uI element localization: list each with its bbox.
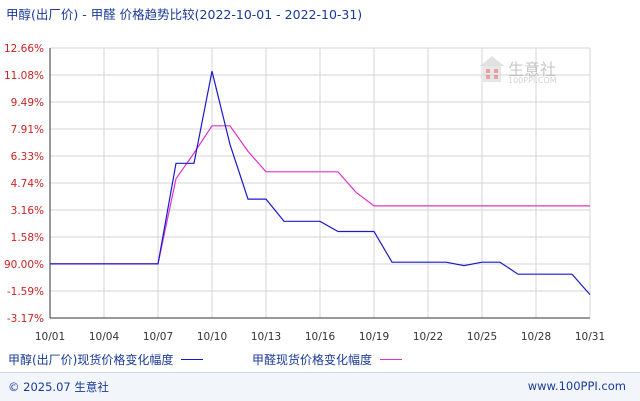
x-axis-tick-labels: 10/01 10/04 10/07 10/10 10/13 10/16 10/19 10/22… [35, 331, 605, 343]
series-lines [50, 71, 591, 295]
y-tick-label: 1.58% [11, 232, 44, 244]
y-tick-label: -1.59% [7, 286, 44, 298]
x-tick-label: 10/28 [521, 331, 551, 343]
y-tick-label: 3.16% [11, 205, 44, 217]
footer-bar: © 2025.07 生意社 www.100PPI.com [0, 372, 640, 401]
legend-label-methanol: 甲醇(出厂价)现货价格变化幅度 [8, 353, 174, 367]
x-tick-label: 10/04 [89, 331, 120, 343]
watermark-logo: 生意社 100PPI.COM [478, 54, 578, 94]
x-tick-label: 10/13 [251, 331, 281, 343]
watermark-sub: 100PPI.COM [508, 76, 557, 85]
x-tick-label: 10/31 [575, 331, 605, 343]
house-icon [480, 56, 504, 82]
y-tick-label: 90.00% [4, 259, 44, 271]
y-tick-label: -3.17% [7, 313, 44, 325]
price-change-chart: 12.66% 11.08% 9.49% 7.91% 6.33% 4.74% 3.16% 1.5… [4, 43, 605, 343]
legend-swatch-methanol [181, 359, 204, 360]
footer-copyright: © 2025.07 生意社 [8, 380, 109, 394]
x-tick-label: 10/22 [413, 331, 443, 343]
legend-swatch-formaldehyde [380, 359, 403, 360]
footer-site-link[interactable]: www.100PPI.com [527, 379, 626, 393]
x-tick-label: 10/16 [305, 331, 336, 343]
y-tick-label: 6.33% [11, 151, 44, 163]
x-tick-label: 10/01 [35, 331, 65, 343]
y-tick-label: 7.91% [11, 124, 44, 136]
y-axis-tick-labels: 12.66% 11.08% 9.49% 7.91% 6.33% 4.74% 3.16% 1.5… [4, 43, 44, 325]
y-tick-label: 11.08% [4, 70, 44, 82]
legend-item-methanol: 甲醇(出厂价)现货价格变化幅度 [8, 351, 204, 368]
axes [49, 48, 590, 319]
y-tick-label: 9.49% [11, 97, 44, 109]
legend-item-formaldehyde: 甲醛现货价格变化幅度 [252, 351, 403, 368]
x-tick-label: 10/25 [467, 331, 497, 343]
x-tick-label: 10/19 [359, 331, 389, 343]
watermark-name: 生意社 [508, 60, 557, 79]
legend-label-formaldehyde: 甲醛现货价格变化幅度 [252, 353, 373, 367]
chart-title: 甲醇(出厂价) - 甲醛 价格趋势比较(2022-10-01 - 2022-10… [6, 7, 363, 22]
y-tick-label: 12.66% [4, 43, 44, 55]
x-tick-label: 10/10 [197, 331, 227, 343]
x-tick-label: 10/07 [143, 331, 173, 343]
series-line-methanol [50, 71, 591, 295]
y-tick-label: 4.74% [11, 178, 44, 190]
